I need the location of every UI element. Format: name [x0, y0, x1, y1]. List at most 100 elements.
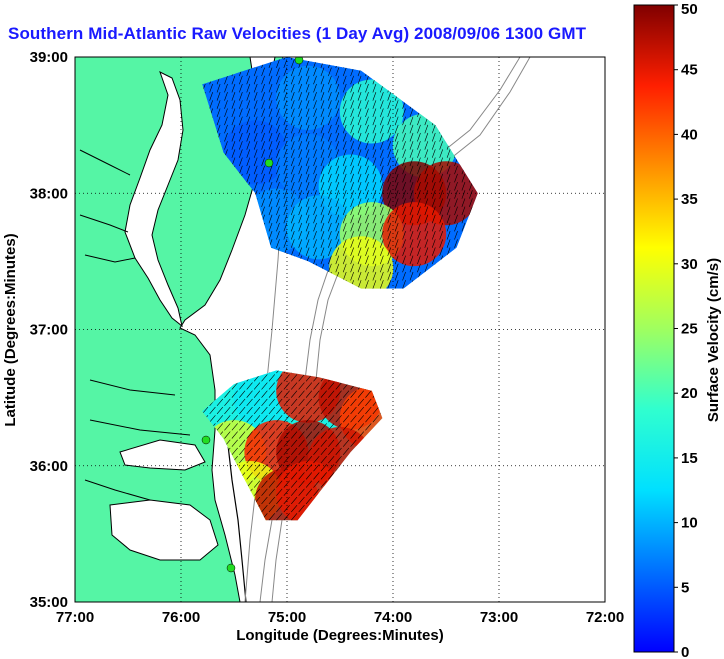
- velocity-arrow: [357, 173, 362, 183]
- velocity-arrow: [239, 390, 246, 398]
- velocity-arrow: [261, 100, 265, 109]
- velocity-arrow: [350, 149, 354, 158]
- speed-cell: [286, 195, 351, 260]
- velocity-arrow: [246, 132, 251, 142]
- velocity-arrow: [320, 214, 325, 224]
- velocity-arrow: [365, 398, 372, 406]
- velocity-arrow: [454, 190, 458, 199]
- velocity-arrow: [320, 149, 325, 158]
- velocity-arrow: [439, 173, 444, 183]
- velocity-arrow: [290, 239, 295, 248]
- station-marker: [294, 57, 304, 65]
- velocity-arrow: [409, 222, 414, 232]
- velocity-arrow: [305, 67, 310, 77]
- velocity-arrow: [320, 157, 325, 167]
- velocity-arrow: [431, 255, 436, 265]
- velocity-arrow: [394, 165, 399, 175]
- velocity-arrow: [342, 149, 347, 158]
- velocity-arrow: [290, 181, 295, 191]
- velocity-arrow: [268, 406, 275, 415]
- velocity-arrow: [305, 496, 313, 505]
- velocity-arrow: [328, 464, 335, 472]
- velocity-arrow: [424, 165, 429, 175]
- velocity-arrow: [261, 190, 265, 199]
- velocity-arrow: [261, 431, 268, 439]
- velocity-arrow: [276, 100, 280, 109]
- velocity-arrow: [402, 149, 406, 158]
- velocity-arrow: [283, 398, 290, 406]
- velocity-arrow: [276, 206, 280, 216]
- velocity-arrow: [283, 124, 288, 134]
- velocity-arrow: [224, 390, 231, 398]
- velocity-arrow: [261, 181, 265, 191]
- velocity-arrow: [298, 173, 303, 183]
- velocity-arrow: [335, 423, 342, 431]
- velocity-arrow: [276, 423, 283, 431]
- velocity-arrow: [469, 190, 473, 199]
- velocity-arrow: [298, 423, 305, 431]
- velocity-arrow: [313, 439, 320, 447]
- velocity-arrow: [372, 100, 377, 109]
- velocity-arrow: [313, 198, 317, 207]
- velocity-arrow: [394, 100, 399, 109]
- velocity-arrow: [417, 124, 421, 134]
- velocity-arrow: [394, 206, 399, 216]
- velocity-arrow: [342, 431, 350, 439]
- velocity-arrow: [305, 439, 313, 447]
- velocity-arrow: [298, 455, 305, 464]
- velocity-arrow: [305, 431, 313, 439]
- velocity-arrow: [216, 92, 221, 101]
- velocity-arrow: [402, 280, 406, 289]
- velocity-arrow: [342, 198, 347, 207]
- velocity-arrow: [224, 398, 231, 406]
- velocity-arrow: [231, 431, 238, 439]
- velocity-arrow: [305, 239, 310, 248]
- velocity-arrow: [224, 75, 228, 85]
- velocity-arrow: [446, 173, 451, 183]
- velocity-arrow: [291, 488, 298, 496]
- velocity-arrow: [357, 165, 362, 175]
- velocity-arrow: [357, 247, 362, 257]
- velocity-arrow: [431, 206, 436, 216]
- velocity-arrow: [291, 439, 298, 447]
- speed-cell: [339, 79, 404, 144]
- velocity-arrow: [402, 132, 406, 142]
- velocity-arrow: [298, 222, 303, 232]
- velocity-arrow: [372, 141, 377, 150]
- velocity-arrow: [394, 198, 399, 207]
- velocity-arrow: [283, 472, 290, 480]
- velocity-arrow: [290, 173, 295, 183]
- velocity-arrow: [417, 263, 421, 273]
- velocity-arrow: [372, 280, 377, 289]
- velocity-arrow: [291, 504, 298, 513]
- velocity-arrow: [305, 75, 310, 85]
- velocity-arrow: [350, 398, 357, 406]
- grid-lines: [75, 57, 605, 602]
- velocity-arrow: [261, 398, 268, 406]
- velocity-arrow: [335, 124, 340, 134]
- velocity-arrow: [268, 132, 273, 142]
- velocity-arrow: [283, 149, 288, 158]
- velocity-arrow: [335, 181, 340, 191]
- velocity-arrow: [357, 132, 362, 142]
- velocity-arrow: [446, 247, 451, 257]
- velocity-arrow: [431, 124, 436, 134]
- velocity-arrow: [313, 67, 317, 77]
- velocity-arrow: [231, 439, 238, 447]
- velocity-arrow: [209, 83, 213, 93]
- velocity-arrow: [402, 263, 406, 273]
- chesapeake-bay: [124, 71, 184, 328]
- velocity-arrow: [365, 231, 369, 240]
- velocity-arrow: [298, 108, 303, 118]
- velocity-arrow: [446, 149, 451, 158]
- velocity-arrow: [268, 464, 275, 472]
- velocity-arrow: [342, 255, 347, 265]
- velocity-arrow: [409, 206, 414, 216]
- x-axis-ticks: 77:00 76:00 75:00 74:00 73:00 72:00: [56, 609, 624, 626]
- velocity-arrow: [268, 92, 273, 101]
- velocity-arrow: [276, 464, 283, 472]
- velocity-arrow: [253, 455, 261, 464]
- velocity-arrow: [328, 124, 332, 134]
- velocity-arrow: [402, 206, 406, 216]
- velocity-arrow: [261, 382, 268, 390]
